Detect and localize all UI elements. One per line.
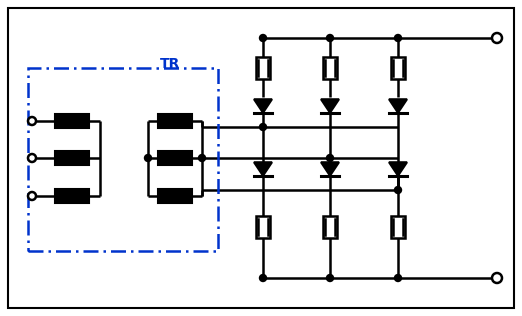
Polygon shape — [254, 162, 272, 176]
Circle shape — [145, 155, 151, 161]
Circle shape — [326, 155, 334, 161]
Circle shape — [492, 273, 502, 283]
Bar — [256, 57, 270, 79]
Circle shape — [492, 33, 502, 43]
Bar — [55, 151, 89, 165]
Bar — [323, 216, 337, 238]
Bar — [28, 68, 218, 251]
Bar — [391, 216, 405, 238]
Text: TR: TR — [160, 57, 180, 71]
Polygon shape — [321, 162, 339, 176]
Bar — [55, 189, 89, 203]
Circle shape — [395, 34, 401, 41]
Circle shape — [28, 117, 36, 125]
Circle shape — [198, 155, 206, 161]
Circle shape — [28, 154, 36, 162]
Bar — [256, 216, 270, 238]
Bar — [391, 57, 405, 79]
Polygon shape — [321, 99, 339, 113]
Bar — [55, 114, 89, 128]
Circle shape — [28, 192, 36, 200]
Circle shape — [395, 186, 401, 193]
Circle shape — [326, 34, 334, 41]
Polygon shape — [389, 162, 407, 176]
Polygon shape — [254, 99, 272, 113]
Circle shape — [259, 124, 267, 131]
Circle shape — [259, 34, 267, 41]
Bar — [158, 114, 192, 128]
Bar — [158, 189, 192, 203]
Circle shape — [395, 275, 401, 282]
Bar — [323, 57, 337, 79]
Bar — [158, 151, 192, 165]
Circle shape — [259, 275, 267, 282]
Circle shape — [326, 275, 334, 282]
Polygon shape — [389, 99, 407, 113]
